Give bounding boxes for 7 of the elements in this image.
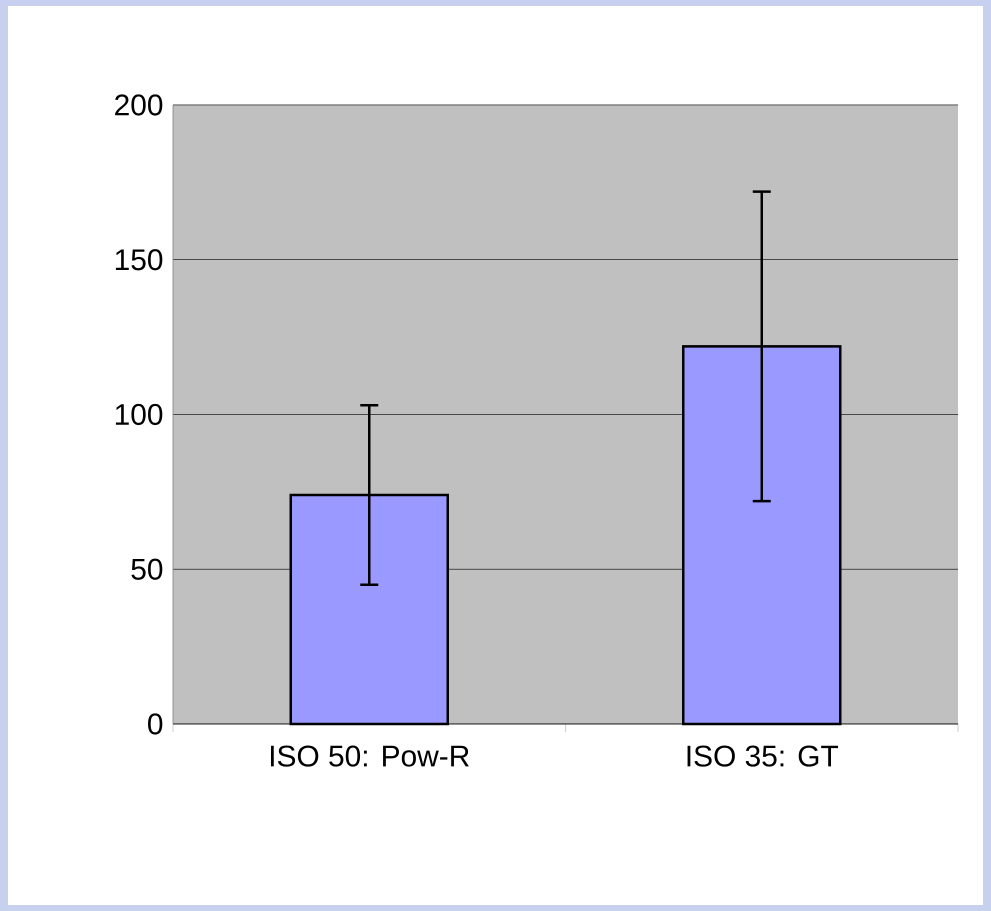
y-tick-label: 100 [116,404,162,426]
y-tick-label: 200 [115,94,162,116]
x-tick-label: ISO 50: Pow-R [270,745,469,767]
y-tick-label: 50 [131,558,162,580]
y-tick-label: 0 [148,713,162,735]
x-tick-label: ISO 35: GT [688,745,838,767]
y-tick-label: 150 [116,249,162,270]
